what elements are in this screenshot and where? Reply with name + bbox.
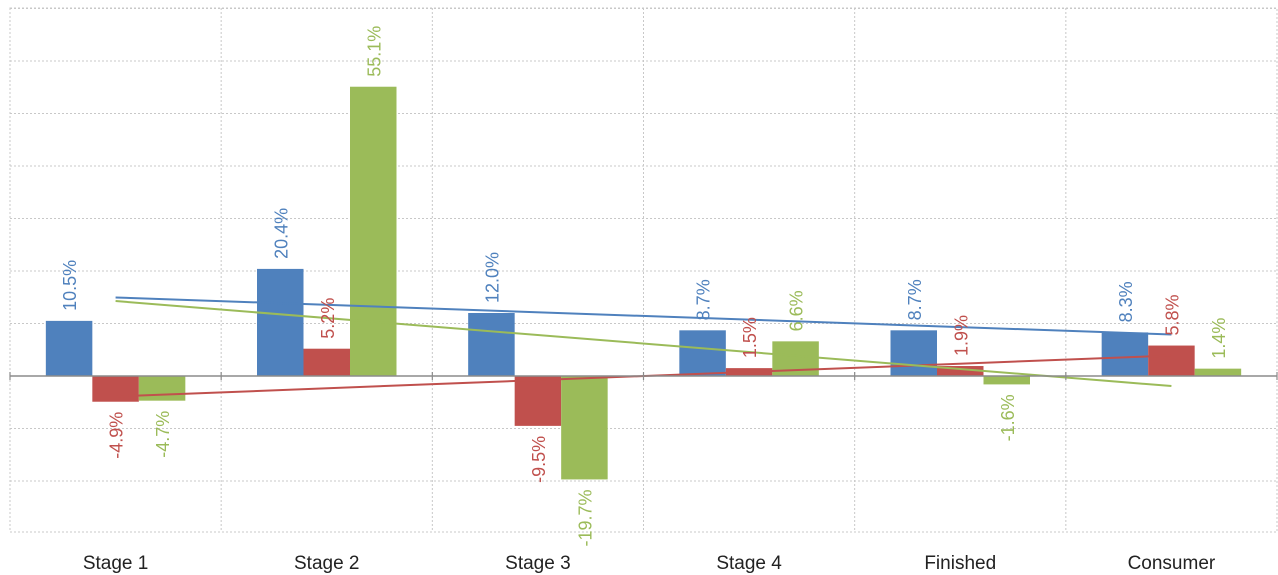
trendline-s1	[115, 296, 1172, 336]
x-tick-label-finished: Finished	[924, 553, 996, 574]
data-label-stage-4-s2: 1.5%	[740, 317, 760, 358]
data-label-stage-1-s3: -4.7%	[153, 411, 173, 458]
bar-stage-1-s1	[45, 320, 93, 376]
bar-finished-s1	[890, 330, 937, 376]
bar-stage-4-s1	[679, 330, 726, 376]
data-labels: 10.5% 20.4% 12.0% 8.7% 8.7% 8.3% -4.9% 5.2% -9.5…	[60, 26, 1229, 547]
data-label-stage-4-s1: 8.7%	[694, 279, 714, 320]
x-tick-label-stage-4: Stage 4	[716, 553, 782, 574]
data-label-finished-s2: 1.9%	[951, 315, 971, 356]
data-label-consumer-s3: 1.4%	[1209, 318, 1229, 359]
bar-stage-3-s3	[561, 376, 608, 480]
bar-stage-3-s2	[514, 376, 562, 426]
x-axis	[9, 372, 1278, 380]
category-labels: Stage 1 Stage 2 Stage 3 Stage 4 Finished Cons…	[83, 553, 1216, 574]
x-tick-label-stage-3: Stage 3	[505, 553, 571, 574]
data-label-stage-4-s3: 6.6%	[787, 290, 807, 331]
data-label-stage-3-s1: 12.0%	[482, 252, 502, 303]
data-label-finished-s1: 8.7%	[905, 279, 925, 320]
bar-finished-s3	[983, 376, 1030, 385]
x-tick-label-stage-2: Stage 2	[294, 553, 360, 574]
x-tick-label-stage-1: Stage 1	[83, 553, 149, 574]
data-label-stage-3-s2: -9.5%	[529, 436, 549, 483]
data-label-stage-1-s1: 10.5%	[60, 260, 80, 311]
trendline-s3	[115, 300, 1172, 388]
bar-consumer-s3	[1194, 368, 1242, 376]
bar-finished-s2	[937, 366, 984, 376]
data-label-stage-2-s1: 20.4%	[271, 208, 291, 259]
gridlines	[9, 7, 1278, 533]
bars	[45, 86, 1242, 480]
data-label-consumer-s2: 5.8%	[1162, 295, 1182, 336]
data-label-finished-s3: -1.6%	[998, 394, 1018, 441]
bar-stage-2-s3	[350, 86, 397, 376]
data-label-consumer-s1: 8.3%	[1116, 281, 1136, 322]
data-label-stage-2-s3: 55.1%	[364, 26, 384, 77]
bar-stage-1-s3	[138, 376, 186, 401]
bar-consumer-s2	[1148, 345, 1195, 376]
bar-stage-2-s2	[303, 348, 350, 376]
data-label-stage-2-s2: 5.2%	[318, 298, 338, 339]
data-label-stage-1-s2: -4.9%	[107, 412, 127, 459]
x-tick-label-consumer: Consumer	[1128, 553, 1216, 574]
bar-stage-1-s2	[92, 376, 139, 402]
data-label-stage-3-s3: -19.7%	[575, 489, 595, 546]
bar-stage-3-s1	[468, 313, 515, 376]
bar-consumer-s1	[1101, 332, 1149, 376]
bar-stage-2-s1	[257, 268, 304, 376]
